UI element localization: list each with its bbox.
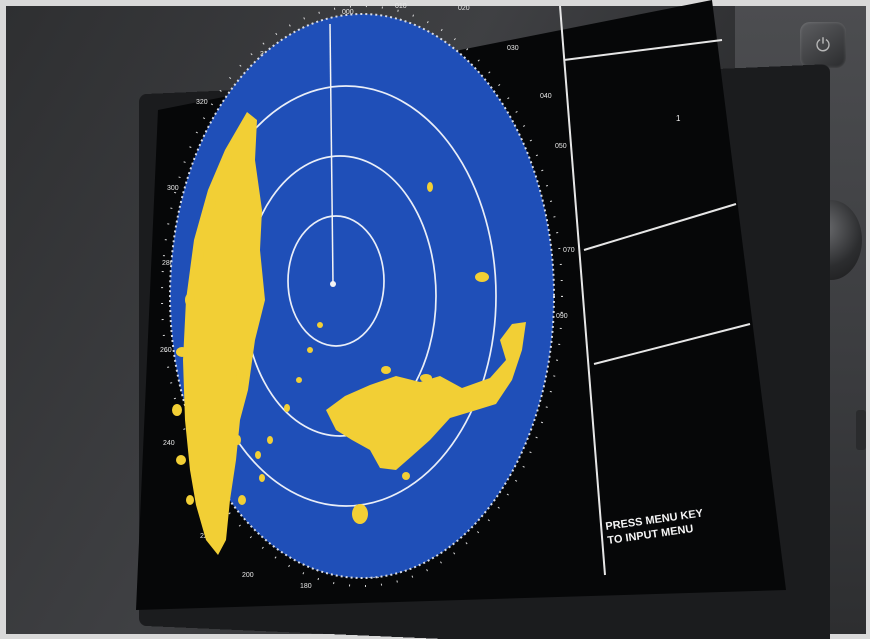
echo-blob bbox=[176, 347, 188, 357]
echo-blob bbox=[208, 199, 216, 209]
echo-blob bbox=[172, 404, 182, 416]
bearing-label: 180 bbox=[300, 583, 312, 590]
echo-blob bbox=[238, 495, 246, 505]
sidebar-divider bbox=[593, 323, 751, 365]
echo-blob bbox=[317, 322, 323, 328]
echo-blob bbox=[194, 249, 204, 261]
land-mass-echo bbox=[326, 322, 526, 470]
echo-blob bbox=[222, 153, 232, 167]
power-icon: ⏻ bbox=[815, 35, 831, 55]
sidebar-divider bbox=[563, 39, 723, 61]
echo-blob bbox=[185, 293, 195, 307]
heading-line bbox=[329, 23, 334, 285]
echo-blob bbox=[259, 474, 265, 482]
bearing-label: 020 bbox=[458, 5, 470, 12]
target-number: 1 bbox=[676, 114, 681, 123]
echo-returns bbox=[172, 112, 526, 555]
own-ship-marker bbox=[330, 281, 336, 287]
echo-blob bbox=[296, 377, 302, 383]
bearing-label: 200 bbox=[242, 572, 254, 579]
bearing-label: 320 bbox=[196, 99, 208, 106]
echo-blob bbox=[307, 347, 313, 353]
echo-blob bbox=[427, 182, 433, 192]
bearing-label: 300 bbox=[167, 185, 179, 192]
echo-blob bbox=[475, 272, 489, 282]
power-button[interactable]: ⏻ bbox=[800, 22, 846, 68]
echo-blob bbox=[235, 435, 241, 445]
echo-blob bbox=[186, 495, 194, 505]
echo-blob bbox=[381, 366, 391, 374]
bearing-label: 280 bbox=[162, 260, 174, 267]
bearing-label: 030 bbox=[507, 45, 519, 52]
bearing-label: 260 bbox=[160, 347, 172, 354]
echo-blob bbox=[267, 436, 273, 444]
coastline-echo bbox=[183, 112, 265, 555]
echo-blob bbox=[176, 455, 186, 465]
echo-blob bbox=[402, 472, 410, 480]
bearing-label: 090 bbox=[556, 313, 568, 320]
echo-blob bbox=[352, 504, 368, 524]
bearing-label: 050 bbox=[555, 143, 567, 150]
bearing-label: 000 bbox=[342, 9, 354, 16]
bearing-label: 070 bbox=[563, 247, 575, 254]
echo-blob bbox=[284, 404, 290, 412]
side-button[interactable] bbox=[856, 410, 866, 450]
bearing-tick-ring bbox=[161, 5, 563, 587]
target-panel: 1 bbox=[676, 114, 681, 123]
bearing-label: 040 bbox=[540, 93, 552, 100]
echo-blob bbox=[236, 369, 244, 381]
sidebar-dividers bbox=[559, 5, 751, 576]
sidebar-divider bbox=[583, 203, 737, 251]
echo-blob bbox=[255, 451, 261, 459]
echo-blob bbox=[420, 374, 432, 382]
range-ring bbox=[287, 215, 385, 347]
bearing-label: 010 bbox=[395, 3, 407, 10]
bearing-label: 240 bbox=[163, 440, 175, 447]
sidebar-divider-vertical bbox=[559, 5, 606, 576]
